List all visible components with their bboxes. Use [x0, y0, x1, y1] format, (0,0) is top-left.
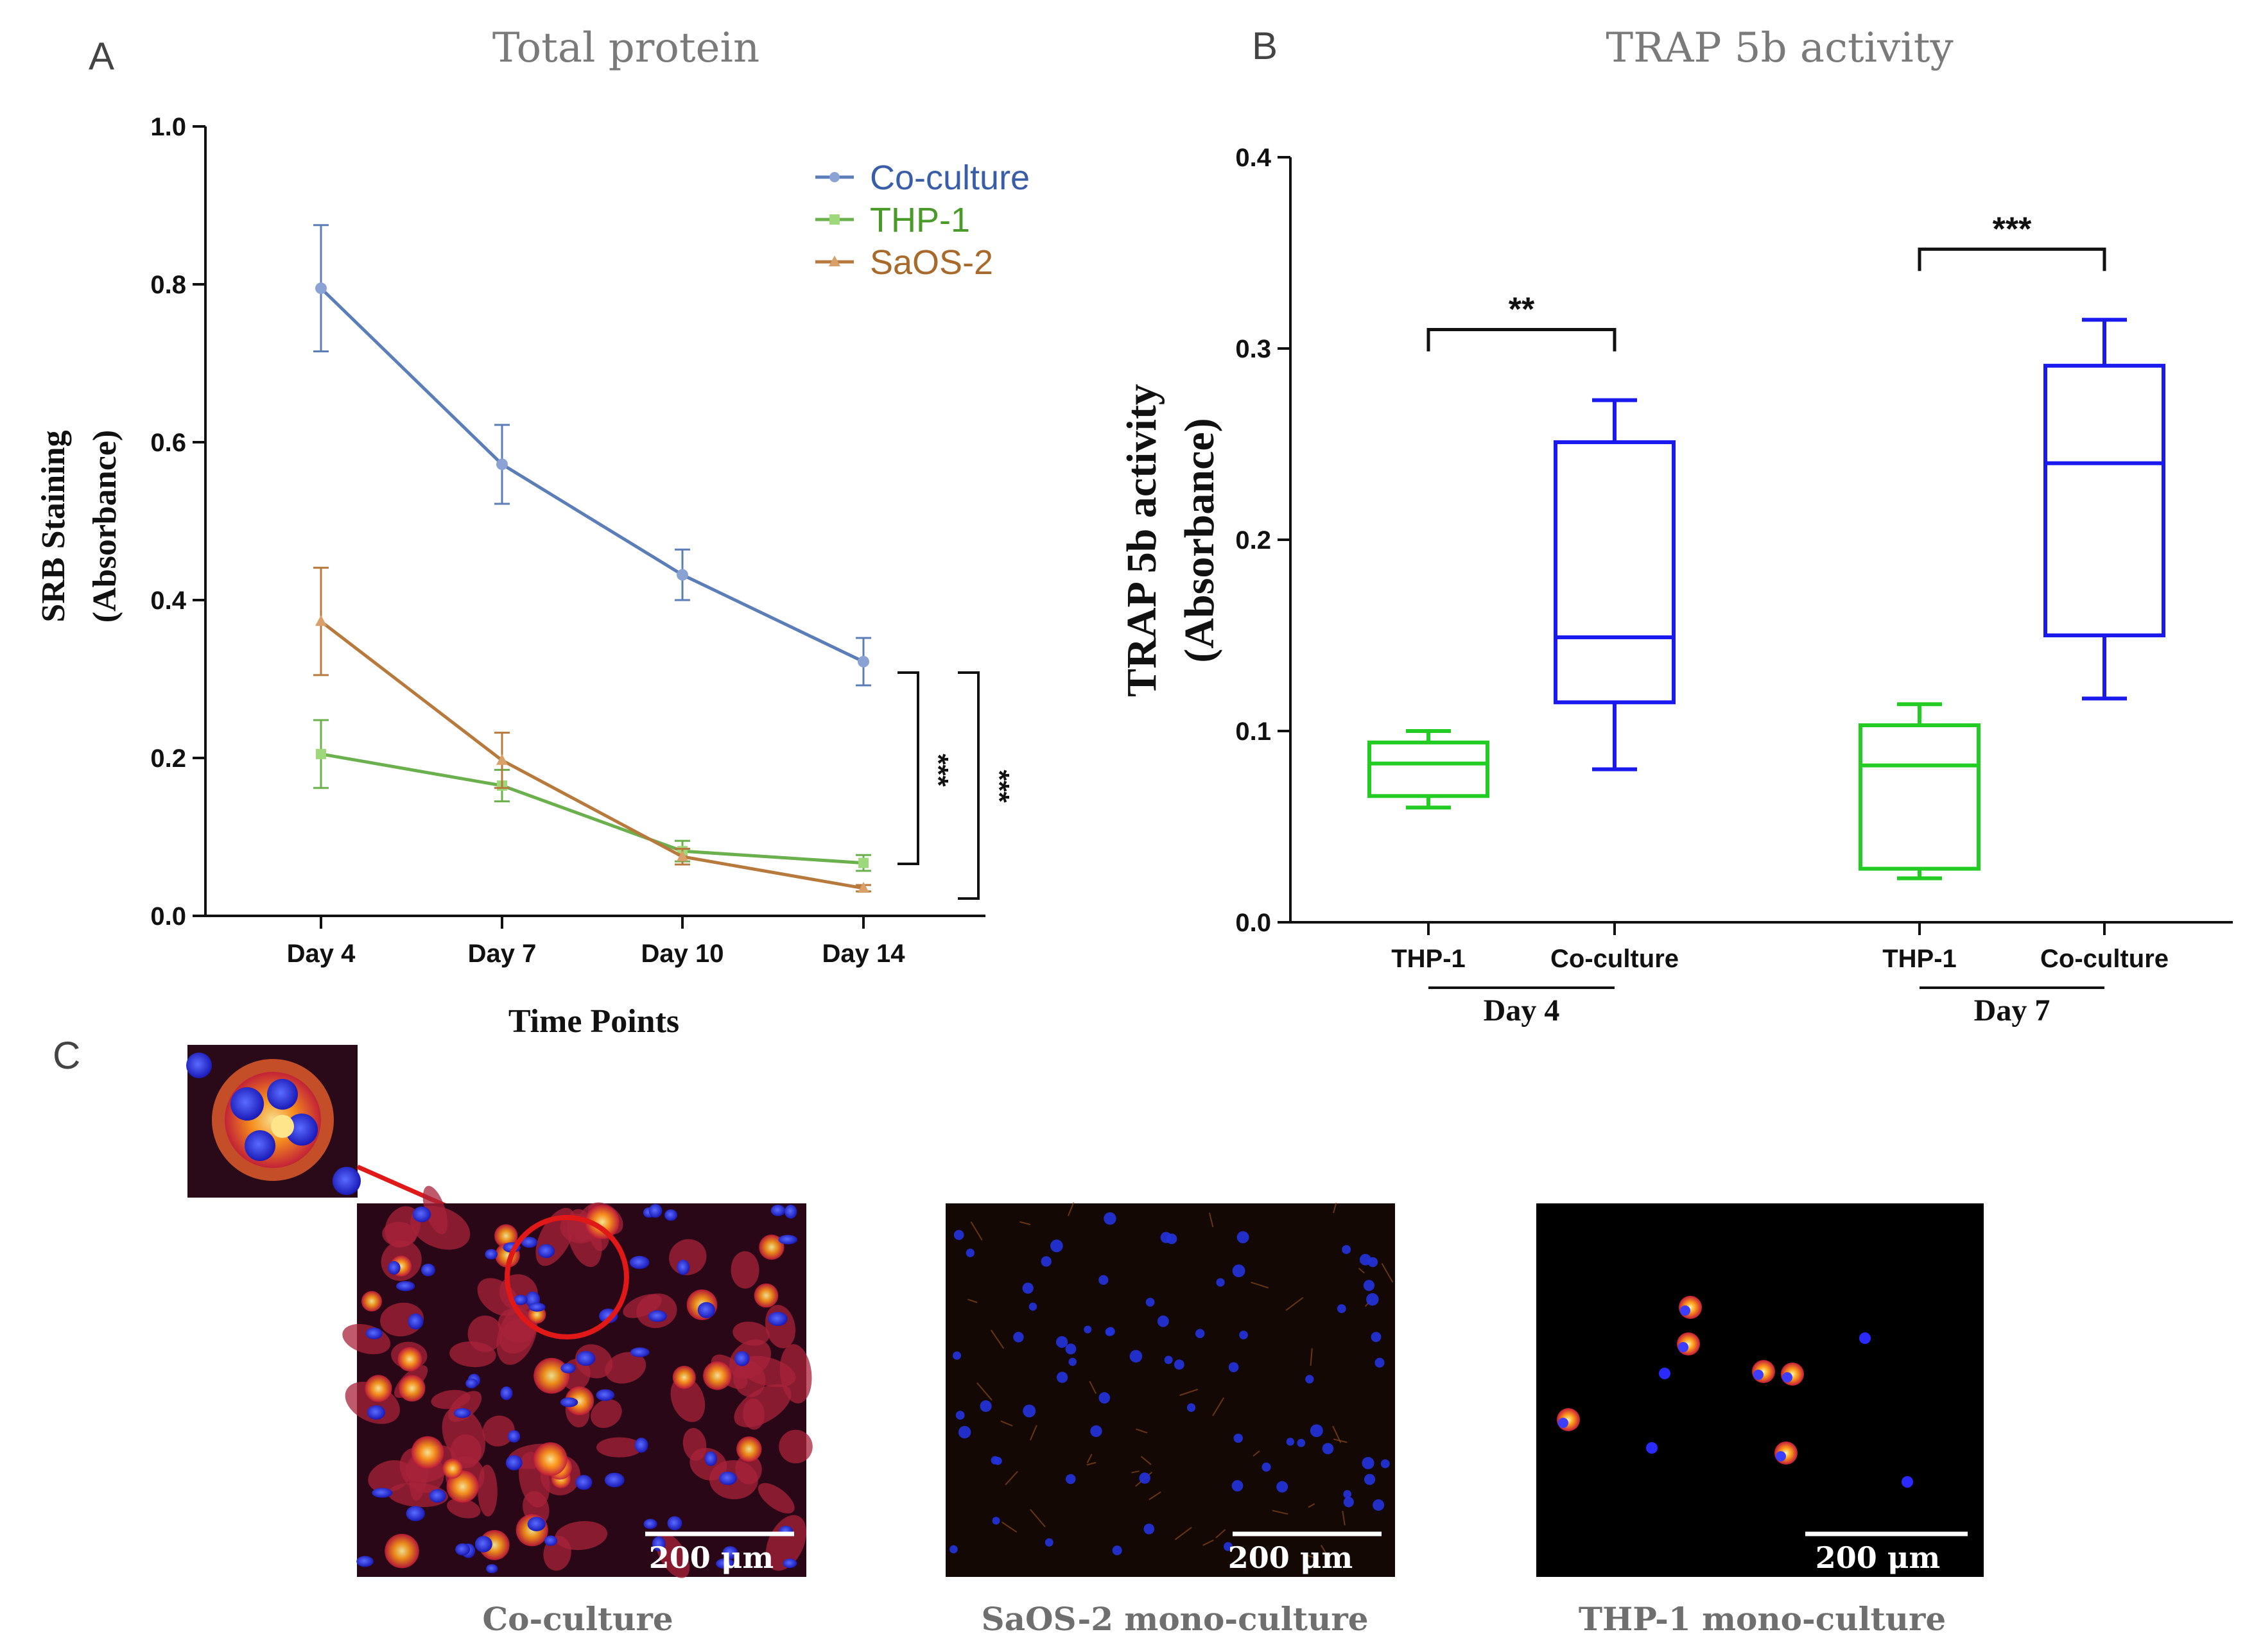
panel-b-boxes [1367, 318, 2165, 881]
box-iqr [1367, 740, 1489, 798]
legend-label-co-culture: Co-culture [870, 159, 1030, 197]
panel-b-y-axis-label: TRAP 5b activity (Absorbance) [1118, 384, 1223, 697]
x-tick-label: Day 10 [641, 940, 724, 968]
panel-a-xlabel: Time Points [508, 1003, 679, 1040]
caption-saos-2: SaOS-2 mono-culture [981, 1600, 1368, 1638]
group-label: Day 4 [1484, 994, 1560, 1028]
data-point [316, 748, 326, 759]
box-iqr [1859, 723, 1981, 871]
sig-bracket [1918, 247, 2106, 271]
scale-label-thp-1: 200 μm [1816, 1540, 1940, 1575]
series-saos-2 [313, 567, 871, 893]
sig-label: *** [1993, 211, 2032, 248]
panel-a-significance: *** *** [897, 671, 1015, 900]
y-tick-label: 0.6 [150, 429, 186, 457]
y-tick-label: 0.4 [1235, 144, 1271, 172]
box-day-4-thp-1 [1367, 729, 1489, 810]
y-tick-label: 0.0 [150, 902, 186, 931]
panel-a-legend: Co-culture THP-1 SaOS-2 [815, 159, 1030, 282]
data-point [677, 569, 688, 581]
y-tick-label: 0.2 [150, 744, 186, 773]
panel-c-letter: C [53, 1034, 80, 1077]
y-tick-label: 0.1 [1235, 718, 1271, 746]
y-tick-label: 0.8 [150, 271, 186, 299]
box-day-4-co-culture [1554, 398, 1676, 771]
series-line-saos-2 [320, 620, 864, 890]
sig-bracket-saos-2 [958, 671, 980, 900]
micrograph-saos-2: 200 μm [946, 1202, 1395, 1577]
y-tick-label: 0.2 [1235, 526, 1271, 555]
sig-bracket-thp-1 [897, 671, 919, 865]
box-iqr [1554, 440, 1676, 705]
x-tick-label: Co-culture [2040, 945, 2169, 973]
legend-label-saos-2: SaOS-2 [870, 243, 993, 282]
panel-a-title: Total protein [492, 24, 759, 72]
data-point [496, 458, 508, 470]
x-tick-label: Day 14 [822, 940, 906, 968]
y-tick-label: 0.0 [1235, 909, 1271, 937]
caption-co-culture: Co-culture [482, 1600, 673, 1638]
panel-b-ylabel-line2: (Absorbance) [1176, 418, 1223, 662]
series-thp-1 [313, 719, 871, 872]
sig-label-thp-1: *** [923, 753, 954, 787]
panel-b-x-labels: THP-1 Co-culture Day 4 THP-1 Co-culture Day 7 [1391, 922, 2169, 1028]
panel-c: C 200 μm Co-culture [53, 1034, 1984, 1638]
panel-b: B TRAP 5b activity TRAP 5b activity (Abs… [1118, 24, 2233, 1028]
data-point [858, 881, 869, 893]
sig-bracket [1426, 327, 1617, 352]
data-point [858, 655, 869, 667]
x-tick-label: Day 4 [287, 940, 356, 968]
panel-a-series [313, 224, 871, 893]
series-line-co-culture [320, 287, 865, 664]
panel-b-significance: ***** [1426, 211, 2106, 352]
data-point [677, 850, 688, 861]
panel-a-ylabel-line2: (Absorbance) [87, 430, 123, 623]
series-co-culture [313, 224, 871, 687]
legend-label-thp-1: THP-1 [870, 201, 970, 239]
panel-a-y-axis-label: SRB Staining (Absorbance) [35, 430, 123, 623]
data-point [315, 615, 327, 626]
legend-item-thp-1: THP-1 [815, 201, 970, 239]
x-tick-label: Co-culture [1550, 945, 1679, 973]
scale-label-co-culture: 200 μm [649, 1540, 774, 1575]
co-culture-inset-image [186, 1045, 361, 1198]
box-iqr [2043, 363, 2165, 637]
panel-b-letter: B [1252, 24, 1278, 67]
series-line-thp-1 [320, 752, 864, 865]
y-tick-label: 1.0 [150, 113, 186, 141]
x-tick-label: THP-1 [1882, 945, 1957, 973]
data-point [858, 857, 869, 868]
micrograph-co-culture: 200 μm [342, 1185, 813, 1578]
group-label: Day 7 [1974, 994, 2050, 1028]
panel-a-x-ticks: Day 4 Day 7 Day 10 Day 14 [287, 916, 906, 968]
x-tick-label: Day 7 [468, 940, 537, 968]
sig-label-saos-2: *** [984, 770, 1015, 803]
x-tick-label: THP-1 [1391, 945, 1466, 973]
panel-a-letter: A [89, 35, 114, 78]
legend-item-co-culture: Co-culture [815, 159, 1030, 197]
data-point [315, 282, 327, 295]
panel-b-title: TRAP 5b activity [1606, 24, 1953, 72]
sig-label: ** [1509, 291, 1535, 328]
box-day-7-co-culture [2043, 318, 2165, 701]
panel-a: A Total protein SRB Staining (Absorbance… [35, 24, 1030, 1040]
panel-a-ylabel-line1: SRB Staining [35, 430, 72, 622]
legend-item-saos-2: SaOS-2 [815, 243, 993, 282]
data-point [496, 753, 508, 765]
zoom-highlight-circle [505, 1215, 629, 1339]
y-tick-label: 0.3 [1235, 335, 1271, 363]
panel-a-y-ticks: 0.0 0.2 0.4 0.6 0.8 1.0 [150, 113, 205, 931]
panel-b-y-ticks: 0.0 0.1 0.2 0.3 0.4 [1235, 144, 1290, 937]
caption-thp-1: THP-1 mono-culture [1579, 1600, 1946, 1638]
box-day-7-thp-1 [1859, 702, 1981, 881]
panel-a-axes [204, 126, 985, 917]
micrograph-thp-1: 200 μm [1536, 1203, 1984, 1577]
panel-b-ylabel-line1: TRAP 5b activity [1118, 384, 1165, 697]
y-tick-label: 0.4 [150, 587, 186, 615]
scale-label-saos-2: 200 μm [1228, 1540, 1353, 1575]
